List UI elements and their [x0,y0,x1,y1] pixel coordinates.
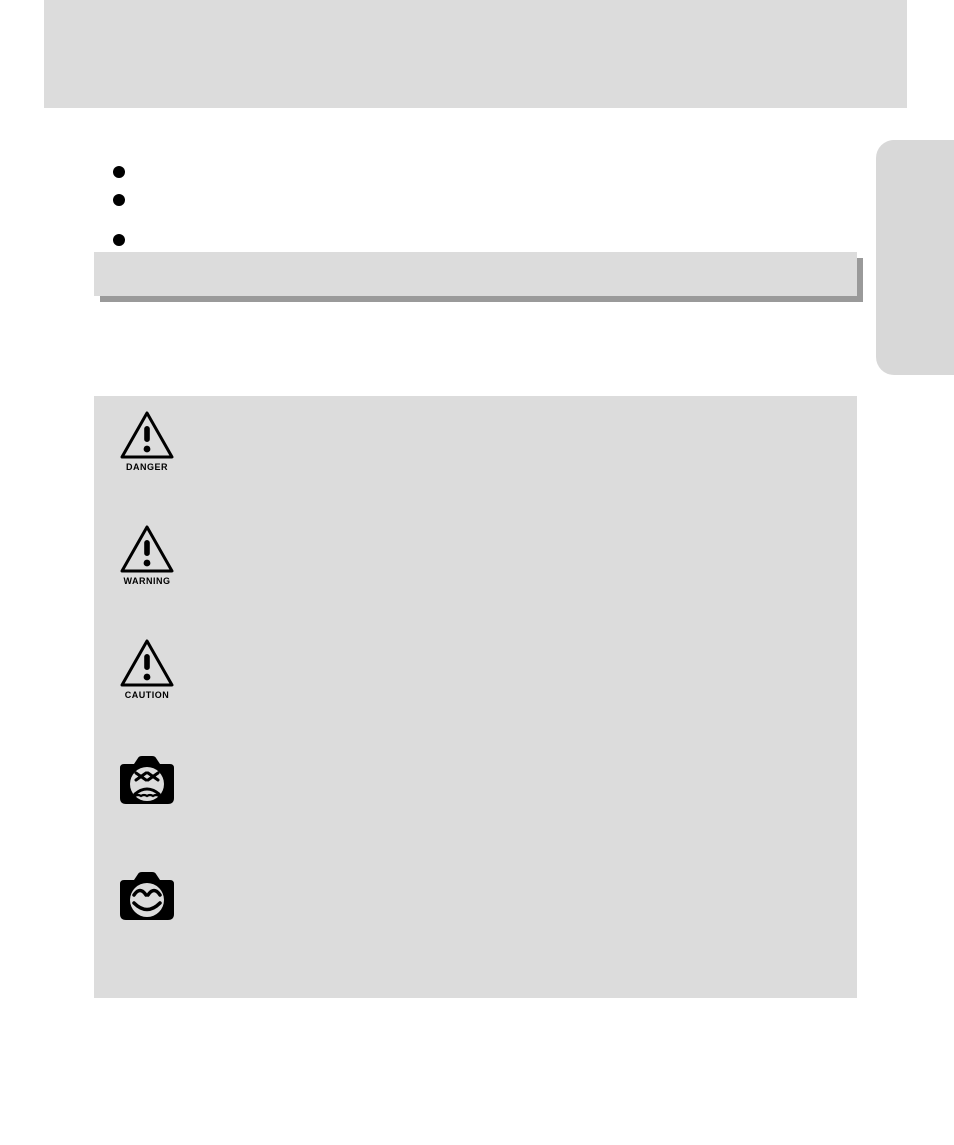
side-tab [876,140,954,375]
list-item [113,165,853,179]
legend-row-caution: CAUTION [112,638,832,700]
callout-box [94,252,857,296]
warning-label: WARNING [124,576,171,586]
bullet-list [113,165,853,261]
list-item [113,193,853,207]
caution-label: CAUTION [125,690,170,700]
camera-happy-icon [112,870,182,922]
warning-icon: WARNING [112,524,182,586]
danger-label: DANGER [126,462,168,472]
caution-icon: CAUTION [112,638,182,700]
legend-row-negative [112,754,832,806]
legend-panel: DANGER WARNING [94,396,857,998]
legend-row-danger: DANGER [112,410,832,472]
bullet-icon [113,194,125,206]
list-item [113,233,853,247]
bullet-icon [113,166,125,178]
camera-sad-icon [112,754,182,806]
danger-icon: DANGER [112,410,182,472]
legend-row-warning: WARNING [112,524,832,586]
top-panel [44,0,907,108]
legend-row-positive [112,870,832,922]
bullet-icon [113,234,125,246]
